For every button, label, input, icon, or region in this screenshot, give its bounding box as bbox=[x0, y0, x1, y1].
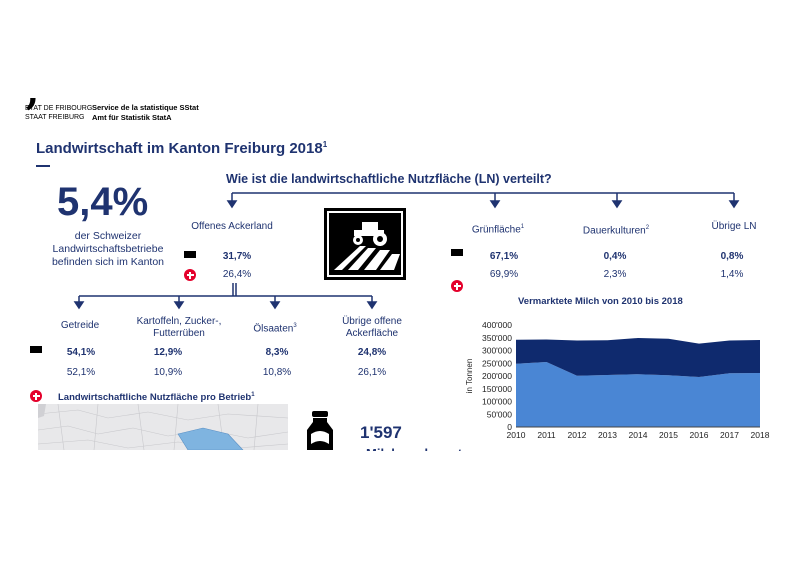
y-tick-label: 400'000 bbox=[482, 320, 512, 330]
acker-label-uebrige-1: Übrige offene bbox=[342, 316, 402, 327]
headline-line-1: der Schweizer bbox=[74, 230, 142, 242]
ln-acker-fr: 31,7% bbox=[222, 251, 252, 262]
x-tick-label: 2012 bbox=[568, 430, 587, 440]
y-tick-label: 50'000 bbox=[487, 409, 513, 419]
fribourg-flag-icon bbox=[30, 346, 42, 353]
x-tick-label: 2018 bbox=[751, 430, 770, 440]
acker-kartoffeln-fr: 12,9% bbox=[153, 347, 183, 358]
acker-uebrige-fr: 24,8% bbox=[357, 347, 387, 358]
swiss-flag-icon bbox=[30, 390, 42, 402]
service-de: Amt für Statistik StatA bbox=[92, 113, 172, 122]
y-tick-label: 350'000 bbox=[482, 333, 512, 343]
acker-getreide-fr: 54,1% bbox=[66, 347, 96, 358]
x-tick-label: 2017 bbox=[720, 430, 739, 440]
acker-kartoffeln-ch: 10,9% bbox=[153, 367, 183, 378]
headline-value: 5,4% bbox=[57, 180, 149, 224]
swiss-flag-icon bbox=[184, 269, 196, 281]
canton-logo-icon: , bbox=[26, 68, 40, 113]
logo-line-2: STAAT FREIBURG bbox=[25, 114, 85, 121]
tractor-field-icon bbox=[324, 208, 406, 280]
headline-text: der Schweizer Landwirtschaftsbetriebe be… bbox=[38, 230, 178, 269]
acker-label-oelsaaten: Ölsaaten3 bbox=[240, 320, 310, 335]
title-footnote: 1 bbox=[322, 140, 328, 149]
y-tick-label: 100'000 bbox=[482, 397, 512, 407]
logo-line-1: ETAT DE FRIBOURG bbox=[25, 105, 93, 112]
map-title: Landwirtschaftliche Nutzfläche pro Betri… bbox=[58, 392, 255, 403]
chart-title: Vermarktete Milch von 2010 bis 2018 bbox=[518, 296, 683, 307]
fribourg-flag-icon bbox=[184, 251, 196, 258]
series-area-0 bbox=[516, 361, 760, 427]
x-tick-label: 2015 bbox=[659, 430, 678, 440]
acker-label-uebrige-2: Ackerfläche bbox=[345, 328, 399, 339]
acker-label-kartoffeln: Kartoffeln, Zucker-, Futterrüben bbox=[124, 316, 234, 340]
x-tick-label: 2010 bbox=[507, 430, 526, 440]
series-area-1 bbox=[516, 338, 760, 378]
acker-label-oelsaaten-sup: 3 bbox=[293, 323, 297, 329]
acker-getreide-ch: 52,1% bbox=[66, 367, 96, 378]
ln-uebrige-fr: 0,8% bbox=[720, 251, 744, 262]
ln-label-dauer-text: Dauerkulturen bbox=[582, 225, 646, 237]
y-tick-label: 250'000 bbox=[482, 358, 512, 368]
headline-line-3: befinden sich im Kanton bbox=[51, 256, 165, 268]
y-tick-label: 200'000 bbox=[482, 371, 512, 381]
fribourg-flag-icon bbox=[451, 249, 463, 256]
ln-gruen-ch: 69,9% bbox=[489, 269, 519, 280]
map-title-text: Landwirtschaftliche Nutzfläche pro Betri… bbox=[58, 392, 252, 404]
x-tick-label: 2016 bbox=[690, 430, 709, 440]
service-fr: Service de la statistique SStat bbox=[92, 103, 199, 112]
swiss-flag-icon bbox=[451, 280, 463, 292]
acker-label-kartoffeln-1: Kartoffeln, Zucker-, bbox=[136, 316, 222, 327]
x-tick-label: 2011 bbox=[537, 430, 556, 440]
acker-label-uebrige: Übrige offene Ackerfläche bbox=[322, 316, 422, 340]
acker-oelsaaten-ch: 10,8% bbox=[262, 367, 292, 378]
y-tick-label: 0 bbox=[507, 422, 512, 432]
acker-uebrige-ch: 26,1% bbox=[357, 367, 387, 378]
ln-dauer-ch: 2,3% bbox=[603, 269, 627, 280]
farm-area-map bbox=[38, 404, 288, 450]
ln-label-gruen-sup: 1 bbox=[520, 224, 525, 230]
acker-label-oelsaaten-text: Ölsaaten bbox=[253, 323, 294, 335]
headline-line-2: Landwirtschaftsbetriebe bbox=[52, 243, 164, 255]
ln-label-gruen: Grünfläche1 bbox=[458, 221, 538, 236]
y-tick-label: 300'000 bbox=[482, 346, 512, 356]
x-tick-label: 2014 bbox=[629, 430, 648, 440]
ln-gruen-fr: 67,1% bbox=[489, 251, 519, 262]
ln-dauer-fr: 0,4% bbox=[603, 251, 627, 262]
service-names: Service de la statistique SStat Amt für … bbox=[92, 103, 199, 123]
logo-text: ETAT DE FRIBOURG STAAT FREIBURG bbox=[25, 104, 92, 122]
ln-question: Wie ist die landwirtschaftliche Nutzfläc… bbox=[226, 172, 552, 186]
ln-label-uebrige: Übrige LN bbox=[711, 221, 757, 232]
ln-uebrige-ch: 1,4% bbox=[720, 269, 744, 280]
milk-area-chart: 0 50'000 100'000 150'000 200'000 250'000 300'0… bbox=[465, 320, 770, 440]
ln-label-dauer: Dauerkulturen2 bbox=[568, 222, 664, 237]
page-title: Landwirtschaft im Kanton Freiburg 20181 bbox=[36, 140, 327, 157]
y-axis-label: in Tonnen bbox=[465, 359, 474, 394]
ln-label-gruen-text: Grünfläche bbox=[471, 224, 521, 236]
title-underline bbox=[36, 165, 50, 167]
milk-producer-label: Milchproduzent bbox=[366, 446, 462, 451]
x-tick-label: 2013 bbox=[598, 430, 617, 440]
milk-producer-count: 1'597 bbox=[360, 423, 402, 442]
ln-label-acker: Offenes Ackerland bbox=[191, 221, 273, 232]
ln-label-dauer-sup: 2 bbox=[645, 225, 650, 231]
acker-label-kartoffeln-2: Futterrüben bbox=[153, 328, 205, 339]
ln-acker-ch: 26,4% bbox=[222, 269, 252, 280]
acker-label-getreide: Getreide bbox=[60, 320, 100, 331]
acker-oelsaaten-fr: 8,3% bbox=[265, 347, 289, 358]
page-bottom-mask bbox=[0, 451, 796, 567]
y-tick-label: 150'000 bbox=[482, 384, 512, 394]
milk-bottle-icon bbox=[300, 410, 340, 455]
map-title-sup: 1 bbox=[251, 392, 255, 398]
page-title-text: Landwirtschaft im Kanton Freiburg 2018 bbox=[36, 140, 323, 157]
